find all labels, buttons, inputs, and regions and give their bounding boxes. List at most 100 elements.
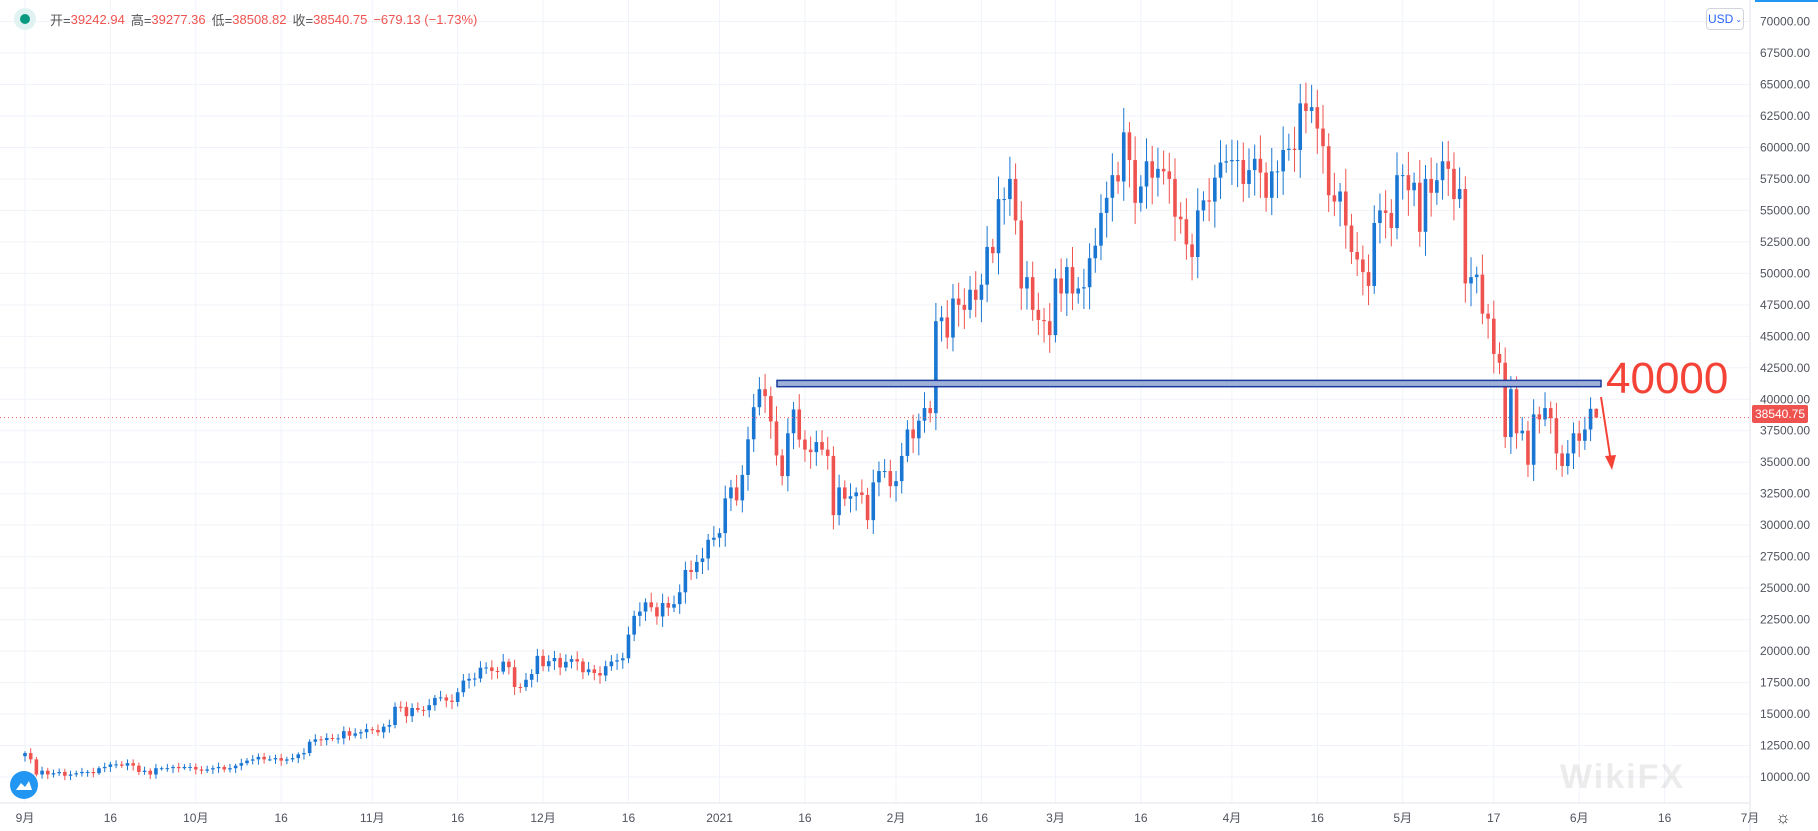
status-dot-icon [14,8,36,30]
candle [706,533,710,571]
price-tick-label: 42500.00 [1760,361,1810,375]
annotation-40000[interactable]: 40000 [1606,354,1729,403]
candle-body [877,471,881,483]
candle [364,723,369,739]
tradingview-logo-icon[interactable] [10,771,38,799]
candle-body [814,442,819,453]
candle-body [438,697,443,699]
candle [740,465,745,513]
currency-button[interactable]: USD ⌄ [1706,8,1744,30]
candle-body [216,766,221,769]
candle-body [165,768,170,770]
price-tick-label: 30000.00 [1760,518,1810,532]
candle-body [677,592,682,605]
candle [148,768,153,780]
time-tick-label: 7月 [1741,811,1760,825]
time-tick-label: 12月 [530,811,555,825]
candle [1378,193,1382,244]
candle-body [1446,161,1451,169]
candle [649,592,654,612]
candle-body [672,604,676,608]
candle-body [91,771,96,774]
candle [1070,247,1075,311]
candle [1537,406,1542,434]
candle-body [1469,277,1473,284]
candle [205,765,209,774]
candle-body [364,729,369,733]
candle-body [1235,160,1240,162]
candle [1349,213,1354,264]
candle [455,688,460,707]
candle [1292,126,1297,172]
candle [233,763,238,774]
candle [1486,304,1490,339]
candle-body [74,773,79,775]
candle [1520,417,1525,441]
candle-body [245,760,249,764]
candle-body [114,764,118,766]
candle-body [934,321,938,414]
candle-body [205,769,209,771]
candle-body [1207,200,1211,202]
candle-body [182,766,187,769]
candle-body [444,697,449,701]
candle-body [962,304,967,310]
candle-body [193,766,198,770]
candle [1161,150,1166,185]
candle [683,561,688,604]
candle [28,748,33,764]
candle-body [820,442,824,450]
price-tick-label: 45000.00 [1760,329,1810,343]
candle-body [763,389,767,397]
candle [159,766,164,771]
candle-body [1526,430,1530,465]
price-axis[interactable]: 10000.00 12500.00 15000.00 17500.00 20000.00… [1760,15,1810,784]
candle [1030,261,1035,321]
candle-body [723,498,728,534]
candle [68,770,73,781]
candle-body [928,408,932,414]
price-tick-label: 22500.00 [1760,613,1810,627]
candle-body [1423,178,1428,232]
price-tick-label: 15000.00 [1760,707,1810,721]
candle [433,694,437,711]
candle-body [620,658,625,661]
candle [1213,164,1217,228]
candle [1201,191,1206,222]
candle [114,760,118,769]
candle-body [34,759,39,775]
candle [677,584,682,614]
time-axis[interactable]: 9月 16 10月 16 11月 16 12月 16 2021 16 2月 16 3月 16 4月 16 5月 1… [16,811,1760,825]
candle [490,660,494,680]
candle [51,769,56,778]
candle [1065,258,1069,317]
candle [1190,233,1194,281]
candle-body [894,481,898,487]
candle-body [1047,321,1052,336]
candle-body [1213,177,1217,202]
candle-body [1287,148,1291,150]
candle [472,672,477,687]
gear-icon[interactable]: ☼ [1775,808,1791,827]
candle-body [1395,175,1399,229]
candle [768,386,773,439]
candle-body [1275,171,1280,173]
candle-body [313,739,318,742]
high-label: 高= [130,12,152,28]
candle-body [518,686,523,688]
candle-body [433,697,437,706]
candle [979,273,984,323]
candle-body [421,709,426,711]
candle [1218,140,1223,199]
candle-body [467,678,471,681]
candle [1457,167,1462,208]
candle-body [1184,219,1189,245]
candle [1121,107,1126,201]
candle-body [1258,158,1263,173]
candle-body [1474,274,1479,278]
candle-body [1076,288,1081,294]
candle [1435,163,1439,205]
low-value: 38508.82 [232,11,287,27]
candle [535,648,540,683]
